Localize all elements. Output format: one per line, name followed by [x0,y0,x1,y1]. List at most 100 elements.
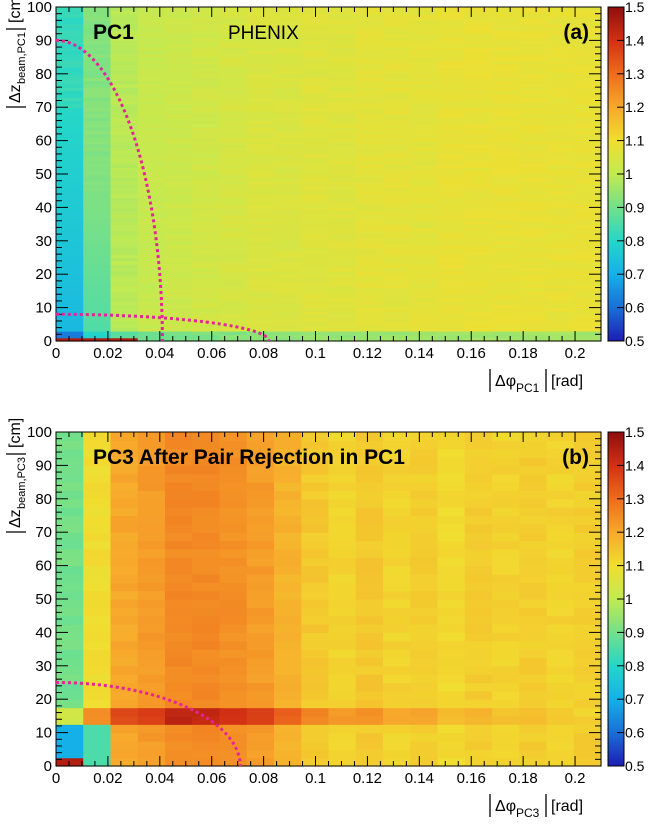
heatmap-cell [410,290,439,295]
heatmap-cell [137,314,166,319]
heatmap-cell [110,254,139,259]
heatmap-cell [192,117,221,122]
heatmap-cell [274,143,302,148]
heatmap-cell [274,274,302,279]
heatmap-cell [274,190,302,195]
heatmap-cell [301,217,330,222]
heatmap-cell [110,573,139,583]
heatmap-cell [165,465,193,475]
heatmap-cell [301,224,330,229]
heatmap-cell [192,749,221,759]
heatmap-cell [410,515,439,525]
heatmap-cell [519,190,548,195]
heatmap-cell [137,90,166,95]
heatmap-cell [573,724,602,734]
heatmap-cell [410,498,439,508]
heatmap-cell [274,690,302,700]
heatmap-cell [328,194,357,198]
heatmap-cell [219,167,248,172]
heatmap-cell [192,37,221,41]
heatmap-cell [246,70,275,75]
heatmap-cell [192,73,221,78]
heatmap-cell [464,157,493,162]
heatmap-cell [410,90,439,95]
heatmap-cell [83,180,112,185]
heatmap-cell [246,13,275,18]
heatmap-cell [492,230,520,235]
heatmap-cell [383,237,411,242]
heatmap-cell [464,127,493,132]
heatmap-cell [192,304,221,309]
heatmap-cell [165,507,193,517]
heatmap-cell [383,582,411,592]
heatmap-cell [546,557,575,567]
heatmap-cell [165,37,193,41]
heatmap-cell [492,100,520,105]
heatmap-cell [573,110,602,115]
heatmap-cell [56,27,84,31]
heatmap-cell [83,324,112,329]
heatmap-cell [274,267,302,272]
heatmap-cell [328,749,357,759]
heatmap-cell [437,540,466,550]
heatmap-cell [573,190,602,195]
heatmap-cell [56,77,84,82]
heatmap-cell [110,194,139,198]
heatmap-cell [437,127,466,132]
heatmap-cell [383,247,411,252]
heatmap-cell [219,133,248,138]
heatmap-cell [83,177,112,182]
heatmap-cell [165,294,193,299]
heatmap-cell [165,320,193,325]
heatmap-cell [219,103,248,108]
heatmap-cell [56,690,84,700]
heatmap-cell [383,294,411,299]
heatmap-cell [355,310,384,315]
heatmap-cell [83,230,112,235]
heatmap-cell [165,264,193,269]
heatmap-cell [274,440,302,450]
heatmap-cell [355,573,384,583]
heatmap-cell [274,113,302,118]
heatmap-cell [437,330,466,335]
heatmap-cell [219,137,248,142]
heatmap-cell [546,310,575,315]
heatmap-cell [546,127,575,132]
heatmap-cell [246,307,275,312]
heatmap-cell [219,227,248,232]
heatmap-cell [464,304,493,309]
heatmap-cell [355,43,384,48]
heatmap-cell [56,490,84,500]
heatmap-cell [83,80,112,85]
heatmap-cell [192,582,221,592]
heatmap-cell [383,260,411,265]
heatmap-cell [437,157,466,162]
heatmap-cell [56,80,84,85]
heatmap-cell [328,590,357,600]
heatmap-cell [219,37,248,41]
heatmap-cell [192,187,221,192]
heatmap-cell [83,724,112,734]
heatmap-cell [246,37,275,41]
heatmap-cell [464,230,493,235]
heatmap-cell [383,284,411,289]
heatmap-cell [192,615,221,625]
heatmap-cell [519,327,548,332]
heatmap-cell [573,280,602,285]
heatmap-cell [464,432,493,441]
heatmap-cell [56,163,84,168]
heatmap-cell [546,277,575,282]
heatmap-cell [328,264,357,269]
heatmap-cell [246,290,275,295]
heatmap-cell [383,190,411,195]
heatmap-cell [274,465,302,475]
heatmap-cell [274,13,302,18]
heatmap-cell [56,117,84,122]
heatmap-cell [519,337,548,342]
heatmap-cell [110,13,139,18]
heatmap-cell [328,290,357,295]
heatmap-cell [165,757,193,767]
heatmap-cell [492,473,520,483]
heatmap-cell [437,174,466,178]
heatmap-cell [165,43,193,48]
